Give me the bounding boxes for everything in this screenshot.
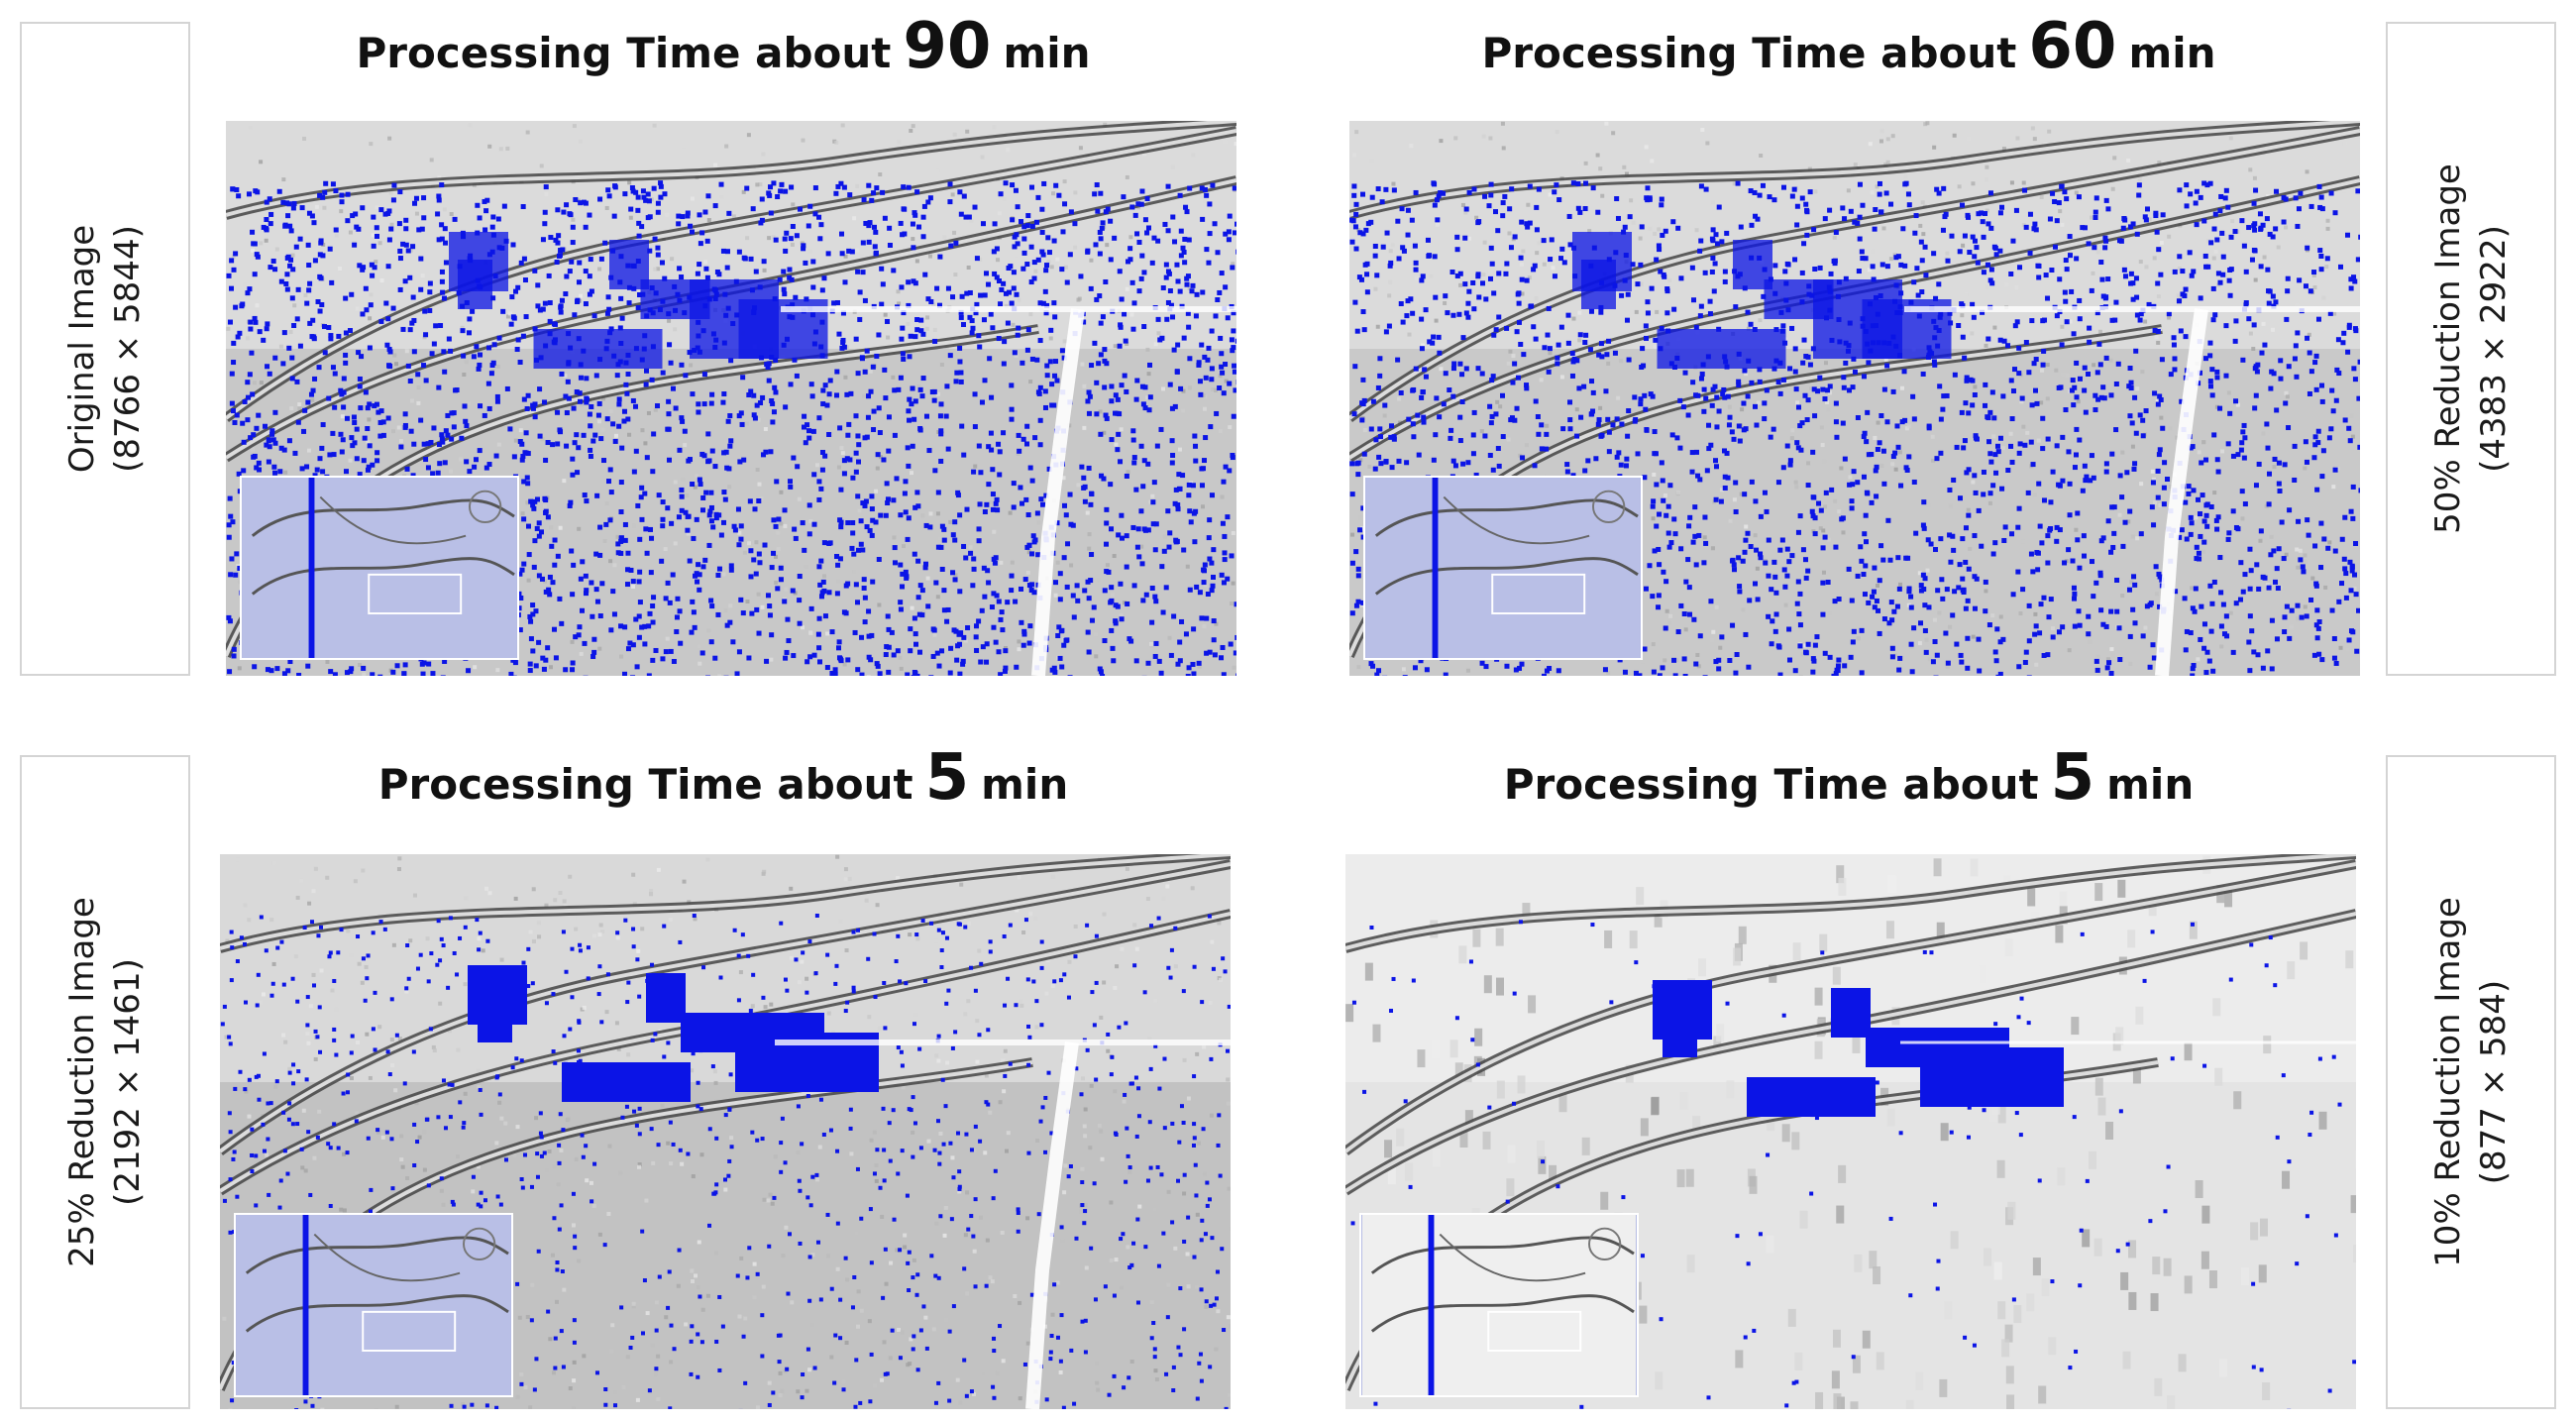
label-10-size: (877 × 584) (2474, 979, 2515, 1185)
title-time-value: 5 (924, 741, 970, 815)
overview-thumbnail (234, 1213, 513, 1397)
panel-50 (1349, 121, 2360, 676)
detection-image-50 (1349, 121, 2360, 676)
panel-original (226, 121, 1236, 676)
title-25: Processing Time about 5 min (198, 741, 1248, 830)
label-10-title: 10% Reduction Image (2428, 897, 2469, 1267)
label-25-title: 25% Reduction Image (62, 897, 103, 1267)
overview-thumbnail (1363, 476, 1643, 660)
title-prefix: Processing Time about (377, 760, 913, 809)
title-time-value: 60 (2028, 10, 2117, 83)
title-10: Processing Time about 5 min (1324, 741, 2374, 830)
title-time-value: 5 (2050, 741, 2095, 815)
panel-10 (1345, 854, 2356, 1409)
title-original: Processing Time about 90 min (198, 10, 1248, 99)
title-50: Processing Time about 60 min (1324, 10, 2374, 99)
label-25-size: (2192 × 1461) (108, 958, 149, 1206)
title-prefix: Processing Time about (1503, 760, 2039, 809)
title-unit: min (981, 760, 1069, 809)
label-original-image: Original Image (8766 × 5844) (20, 22, 190, 676)
title-time-value: 90 (903, 10, 992, 83)
title-unit: min (1003, 29, 1091, 77)
title-prefix: Processing Time about (1481, 29, 2017, 77)
title-unit: min (2128, 29, 2216, 77)
label-25-reduction: 25% Reduction Image (2192 × 1461) (20, 755, 190, 1409)
label-50-title: 50% Reduction Image (2428, 164, 2469, 534)
overview-thumbnail (1359, 1213, 1639, 1397)
label-50-size: (4383 × 2922) (2474, 225, 2515, 473)
title-unit: min (2106, 760, 2195, 809)
panel-25 (220, 854, 1231, 1409)
label-original-title: Original Image (62, 224, 102, 474)
label-10-reduction: 10% Reduction Image (877 × 584) (2386, 755, 2556, 1409)
label-50-reduction: 50% Reduction Image (4383 × 2922) (2386, 22, 2556, 676)
label-original-size: (8766 × 5844) (108, 225, 148, 473)
title-prefix: Processing Time about (356, 29, 892, 77)
overview-thumbnail (240, 476, 519, 660)
